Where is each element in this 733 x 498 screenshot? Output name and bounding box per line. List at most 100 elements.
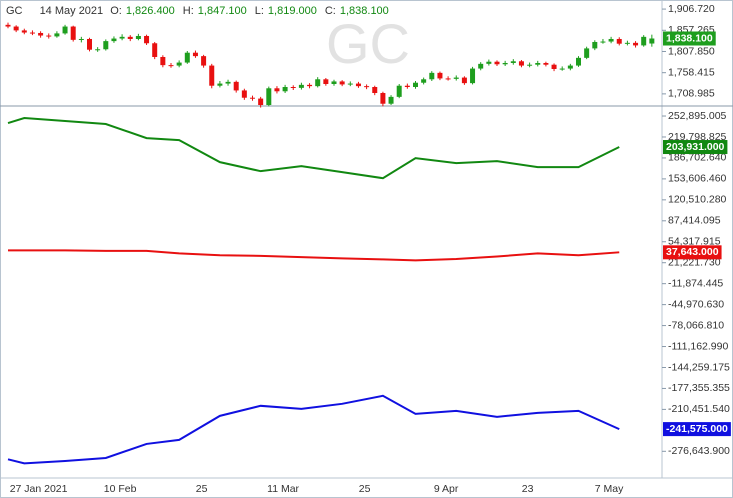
candle-body	[380, 93, 386, 104]
y-tick-label: 21,221.730	[668, 256, 721, 268]
candle-body	[339, 81, 345, 85]
y-tick-label: -177,355.355	[668, 382, 730, 394]
candle-body	[600, 41, 606, 43]
candle-body	[413, 82, 418, 88]
candle-body	[176, 62, 182, 66]
candle-body	[290, 87, 296, 89]
candle-body	[168, 65, 174, 67]
field-value: 1,819.000	[267, 5, 317, 17]
candle-body	[388, 96, 394, 104]
candle-body	[103, 41, 109, 50]
y-tick-label: -210,451.540	[668, 403, 730, 415]
candle-body	[152, 43, 158, 57]
candle-body	[70, 26, 76, 40]
candle-body	[144, 35, 150, 44]
field-label: O:	[110, 5, 122, 17]
candle-body	[372, 87, 378, 94]
candle-body	[233, 81, 239, 91]
last-value-badge	[663, 140, 728, 155]
candle-body	[62, 26, 68, 34]
candle-body	[364, 86, 370, 88]
last-value-label: -241,575.000	[666, 423, 728, 435]
candle-body	[29, 32, 35, 34]
last-value-label: 37,643.000	[666, 246, 719, 258]
candle-body	[184, 52, 190, 63]
candle-body	[355, 83, 361, 87]
last-value-badge	[663, 31, 716, 46]
indicator-line	[8, 249, 620, 262]
y-tick-label: -78,066.810	[668, 319, 724, 331]
candle-body	[396, 85, 402, 97]
candle-body	[404, 85, 410, 88]
field-label: L:	[254, 5, 264, 17]
indicator-line	[7, 394, 620, 465]
candle-body	[315, 79, 321, 87]
candle-body	[486, 61, 492, 64]
candle-body	[13, 26, 19, 31]
candle-body	[453, 77, 459, 79]
last-value-label: 203,931.000	[666, 141, 725, 153]
candle-body	[543, 62, 549, 65]
candle-body	[584, 48, 590, 58]
candle-body	[241, 90, 247, 98]
candle-body	[649, 38, 655, 44]
y-tick-label: -111,162.990	[668, 340, 728, 352]
candle-body	[266, 88, 272, 106]
candle-body	[624, 42, 630, 44]
candle-body	[127, 36, 133, 39]
last-value-badge	[663, 245, 722, 260]
candle-body	[535, 62, 541, 65]
y-tick-label: -144,259.175	[668, 361, 730, 373]
y-tick-label: 186,702.640	[668, 152, 727, 164]
y-tick-label: -276,643.900	[668, 445, 730, 457]
candle-body	[518, 61, 524, 66]
candle-body	[559, 68, 565, 70]
candle-body	[217, 83, 223, 86]
last-value-label: 1,838.100	[666, 32, 713, 44]
candle-body	[119, 36, 125, 39]
candle-body	[21, 30, 27, 33]
candle-body	[494, 61, 500, 65]
last-value-badge	[663, 422, 731, 437]
candle-body	[510, 61, 516, 63]
x-tick-label: 10 Feb	[104, 483, 137, 495]
x-tick-label: 27 Jan 2021	[10, 483, 68, 495]
y-tick-label: 1,906.720	[668, 3, 715, 15]
candle-body	[54, 33, 60, 37]
candle-body	[111, 38, 117, 42]
candle-body	[470, 68, 476, 84]
candle-body	[274, 88, 280, 92]
candle-body	[641, 36, 647, 46]
x-tick-label: 9 Apr	[434, 483, 459, 495]
y-tick-label: 54,317.915	[668, 236, 721, 248]
candle-body	[576, 57, 581, 66]
field-label: H:	[182, 5, 194, 17]
ohlc-header: GC 14 May 2021 O: 1,826.400 H: 1,847.100 L: 1…	[6, 5, 397, 17]
y-tick-label: 120,510.280	[668, 194, 727, 206]
y-tick-label: 1,807.850	[668, 45, 715, 57]
x-tick-label: 25	[196, 483, 208, 495]
field-value: 1,838.100	[339, 5, 389, 17]
candle-body	[192, 52, 198, 57]
candle-body	[38, 32, 44, 36]
candle-body	[307, 84, 313, 87]
x-tick-label: 11 Mar	[267, 483, 299, 495]
y-tick-label: 87,414.095	[668, 215, 721, 227]
candle-body	[298, 84, 304, 88]
watermark: GC	[326, 12, 410, 75]
y-tick-label: 1,708.985	[668, 88, 715, 100]
candle-body	[445, 78, 451, 80]
candle-body	[567, 65, 573, 69]
candle-body	[421, 79, 427, 83]
candle-body	[201, 56, 207, 66]
indicator-line	[7, 117, 620, 180]
candle-body	[282, 87, 288, 92]
candle-body	[461, 77, 467, 84]
y-tick-label: -11,874.445	[668, 277, 723, 289]
candle-body	[608, 38, 614, 42]
candle-body	[502, 62, 508, 65]
date: 14 May 2021	[39, 5, 104, 17]
x-tick-label: 25	[359, 483, 371, 495]
